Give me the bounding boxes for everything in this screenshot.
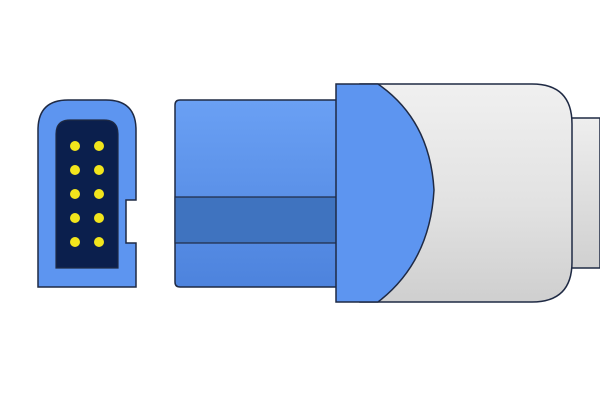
body-housing [174,99,341,288]
pin-contact [94,237,104,247]
pin-contact [94,213,104,223]
face-pin-insert [55,119,119,269]
pin-contact [70,189,80,199]
pin-contact [70,141,80,151]
pin-contact [94,165,104,175]
pin-contact [94,189,104,199]
connector-body [174,83,435,303]
pin-contact [70,213,80,223]
pin-contact [94,141,104,151]
body-grip-band [174,196,341,244]
connector-boot [335,83,435,303]
connector-face [37,99,137,288]
pin-contact [70,237,80,247]
pin-contact [70,165,80,175]
pin-array [70,141,104,247]
